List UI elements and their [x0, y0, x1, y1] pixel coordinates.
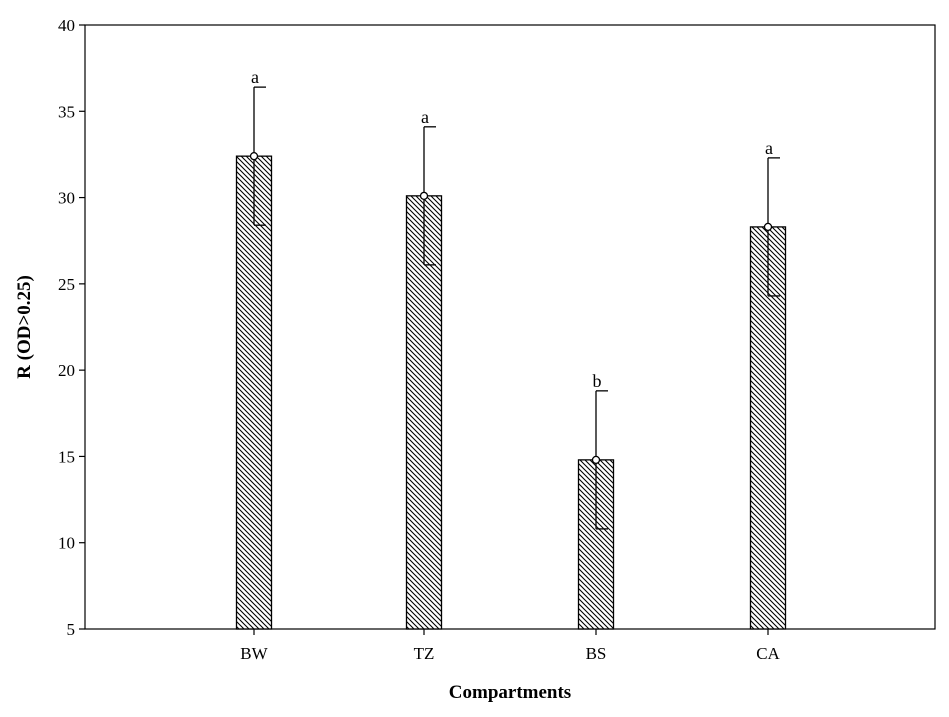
- significance-label: a: [251, 67, 259, 87]
- significance-label: a: [421, 107, 429, 127]
- mean-marker: [249, 152, 259, 161]
- mean-marker: [591, 455, 601, 465]
- y-tick-label: 40: [58, 16, 75, 35]
- y-tick-label: 25: [58, 275, 75, 294]
- significance-label: a: [765, 138, 773, 158]
- plot-area: [84, 24, 936, 630]
- y-tick-label: 20: [58, 361, 75, 380]
- error-bars-group: [249, 86, 780, 530]
- x-tick-label: CA: [756, 644, 780, 663]
- y-axis-title: R (OD>0.25): [14, 275, 35, 379]
- mean-marker: [763, 222, 773, 232]
- x-axis-title: Compartments: [449, 682, 571, 703]
- significance-label: b: [593, 371, 602, 391]
- y-tick-label: 35: [58, 102, 75, 121]
- x-tick-label: TZ: [414, 644, 435, 663]
- y-tick-label: 10: [58, 534, 75, 553]
- significance-labels-group: a a b a: [251, 67, 773, 391]
- y-tick-label: 30: [58, 189, 75, 208]
- x-axis: BW TZ BS CA: [240, 629, 781, 663]
- y-tick-label: 5: [67, 620, 76, 639]
- y-tick-label: 15: [58, 447, 75, 466]
- mean-marker: [419, 191, 429, 200]
- bar-bw: [235, 155, 273, 630]
- x-tick-label: BS: [586, 644, 607, 663]
- y-axis: 5 10 15 20 25 30 35 40: [58, 16, 85, 639]
- x-tick-label: BW: [240, 644, 268, 663]
